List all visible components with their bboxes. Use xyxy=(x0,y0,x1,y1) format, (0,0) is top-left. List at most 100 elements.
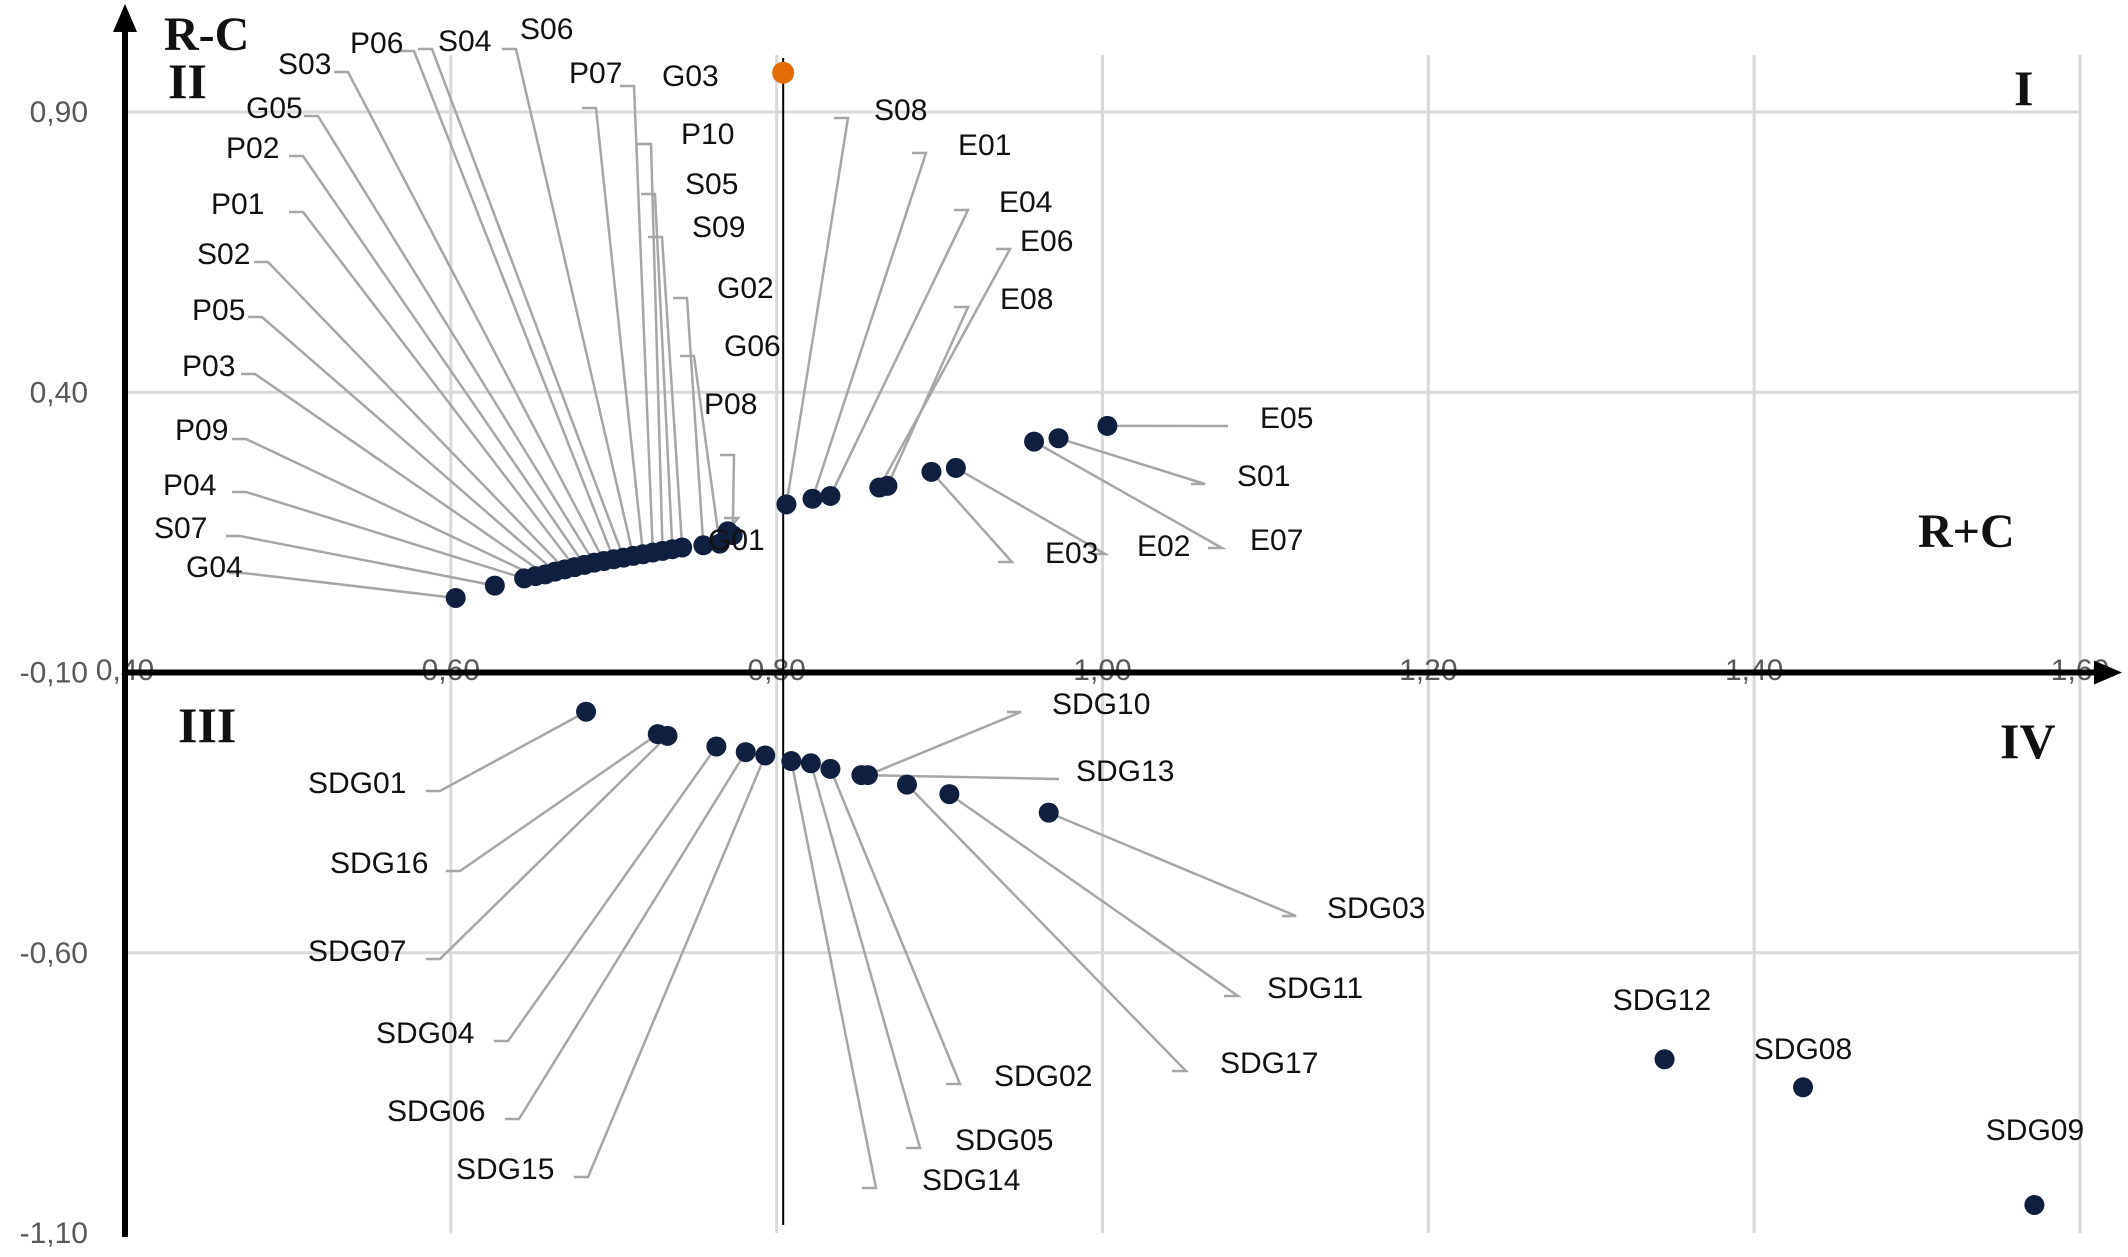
data-point-sdg12 xyxy=(1654,1049,1675,1070)
leader-line xyxy=(811,151,928,500)
point-label-sdg11: SDG11 xyxy=(1267,972,1363,1005)
leader-line xyxy=(226,534,496,587)
leader-line xyxy=(1033,440,1227,550)
point-labels: G04 S07 P04 P09 P03 P05 S02 P01 P02 G05 S03 P06 S04 S… xyxy=(154,13,2084,1197)
point-label-sdg05: SDG05 xyxy=(955,1124,1053,1157)
point-label-g05: G05 xyxy=(246,92,303,125)
point-label-p02: P02 xyxy=(226,132,279,165)
point-label-e01: E01 xyxy=(958,129,1011,162)
point-label-p04: P04 xyxy=(163,469,216,502)
data-point-sdg08 xyxy=(1793,1077,1814,1098)
data-point-g04 xyxy=(445,587,466,608)
leader-line xyxy=(494,745,718,1043)
point-label-s03: S03 xyxy=(278,48,331,81)
point-label-g06: G06 xyxy=(724,330,781,363)
point-label-s05: S05 xyxy=(685,168,738,201)
point-label-s02: S02 xyxy=(197,238,250,271)
data-point-s08 xyxy=(776,494,797,515)
leader-line xyxy=(878,247,1013,489)
leader-line xyxy=(232,490,525,580)
leader-line xyxy=(426,710,587,793)
point-label-e06: E06 xyxy=(1020,225,1073,258)
y-tick-label: -0,10 xyxy=(20,657,88,690)
point-label-g03: G03 xyxy=(662,60,719,93)
point-label-sdg09: SDG09 xyxy=(1986,1114,2084,1147)
leader-line xyxy=(289,154,586,566)
point-label-p03: P03 xyxy=(182,350,235,383)
leader-line xyxy=(446,733,659,873)
point-label-sdg06: SDG06 xyxy=(387,1095,485,1128)
data-point-sdg07 xyxy=(657,725,678,746)
leader-line xyxy=(502,47,635,557)
leader-line xyxy=(289,210,576,568)
point-label-s07: S07 xyxy=(154,512,207,545)
point-label-sdg16: SDG16 xyxy=(330,847,428,880)
leader-line xyxy=(861,773,1060,781)
point-label-sdg02: SDG02 xyxy=(994,1060,1092,1093)
data-point-e05 xyxy=(1097,415,1118,436)
data-point-sdg03 xyxy=(1038,802,1059,823)
point-label-sdg07: SDG07 xyxy=(308,935,406,968)
leader-line xyxy=(229,571,456,600)
leader-line xyxy=(1048,811,1297,918)
data-point-e08 xyxy=(877,475,898,496)
leader-line xyxy=(637,142,664,551)
data-point-e07 xyxy=(1024,431,1045,452)
leader-line xyxy=(906,783,1189,1073)
data-point-sdg04 xyxy=(706,736,727,757)
point-label-sdg01: SDG01 xyxy=(308,767,406,800)
point-label-p10: P10 xyxy=(681,118,734,151)
point-label-s06: S06 xyxy=(520,13,573,46)
point-label-e02: E02 xyxy=(1137,530,1190,563)
data-point-s07 xyxy=(484,575,505,596)
point-label-p08: P08 xyxy=(704,388,757,421)
point-label-p05: P05 xyxy=(192,294,245,327)
point-label-e08: E08 xyxy=(1000,283,1053,316)
point-label-e04: E04 xyxy=(999,186,1052,219)
point-label-p07: P07 xyxy=(569,57,622,90)
leader-line xyxy=(955,466,1110,556)
leader-line xyxy=(400,49,615,560)
y-tick-label: 0,40 xyxy=(30,376,88,409)
point-label-sdg15: SDG15 xyxy=(456,1153,554,1186)
data-point-sdg17 xyxy=(897,774,917,795)
data-point-sdg02 xyxy=(820,758,841,779)
point-label-s08: S08 xyxy=(874,94,927,127)
point-label-e05: E05 xyxy=(1260,402,1313,435)
data-point-sdg05 xyxy=(800,753,821,774)
leader-line xyxy=(582,106,645,555)
point-label-g04: G04 xyxy=(186,551,243,584)
leader-line xyxy=(241,372,547,576)
data-points xyxy=(445,61,2045,1215)
point-label-g01: G01 xyxy=(708,524,765,557)
axes xyxy=(113,4,2122,1237)
point-label-p06: P06 xyxy=(350,27,403,60)
data-point-e03 xyxy=(921,461,942,482)
point-label-sdg12: SDG12 xyxy=(1613,984,1711,1017)
point-label-e07: E07 xyxy=(1250,524,1303,557)
leader-line xyxy=(574,754,767,1179)
leader-line xyxy=(648,235,684,548)
y-tick-label: -1,10 xyxy=(20,1217,88,1250)
quadrant-label-iii: III xyxy=(178,697,236,753)
point-label-s04: S04 xyxy=(438,25,491,58)
point-label-sdg13: SDG13 xyxy=(1076,755,1174,788)
data-point-sdg11 xyxy=(939,784,960,805)
data-point-s09 xyxy=(672,537,693,558)
leader-line xyxy=(426,734,669,961)
leader-line xyxy=(809,762,922,1150)
data-point-sdg14 xyxy=(781,751,802,772)
leader-line xyxy=(620,84,655,553)
point-label-sdg03: SDG03 xyxy=(1327,892,1425,925)
data-point-e02 xyxy=(945,457,966,478)
leader-line xyxy=(930,471,1015,564)
leader-line xyxy=(304,114,596,564)
y-tick-label: 0,90 xyxy=(30,96,88,129)
x-axis-title: R+C xyxy=(1918,505,2015,558)
point-label-g02: G02 xyxy=(717,272,774,305)
leader-line xyxy=(680,354,721,544)
y-axis-arrow xyxy=(113,4,137,32)
leader-line xyxy=(418,47,625,559)
x-axis-arrow xyxy=(2094,660,2122,685)
leader-line xyxy=(641,192,674,550)
